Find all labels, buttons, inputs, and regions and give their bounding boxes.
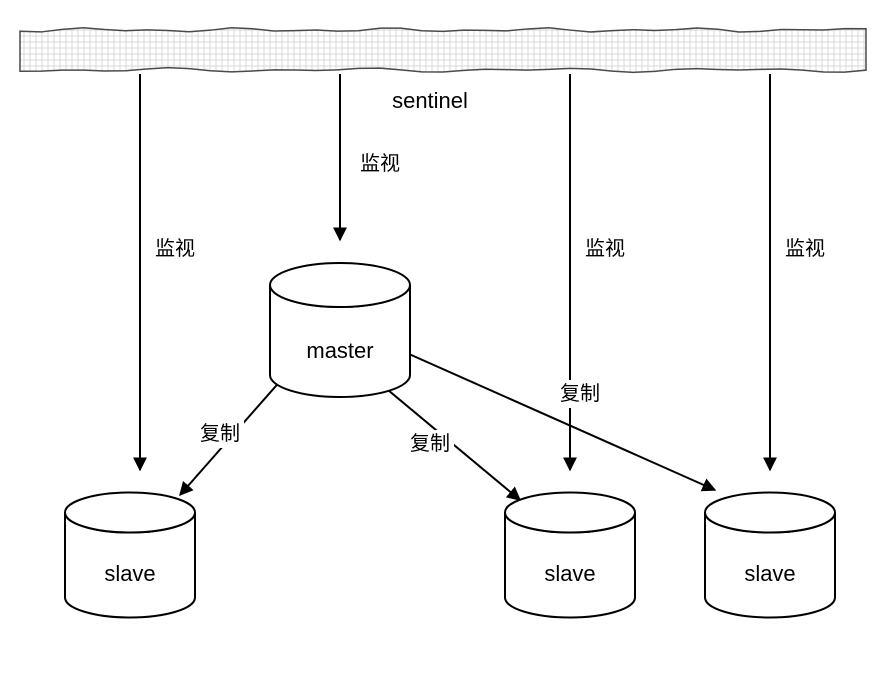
edge-master-slave1: 复制 bbox=[180, 370, 290, 495]
edge-label: 复制 bbox=[200, 422, 240, 445]
node-slave3: slave bbox=[705, 493, 835, 618]
node-label: master bbox=[306, 338, 373, 363]
node-label: slave bbox=[104, 561, 155, 586]
edge-label: 监视 bbox=[785, 237, 825, 260]
edge-sentinel-slave2: 监视 bbox=[570, 74, 629, 470]
node-label: slave bbox=[544, 561, 595, 586]
edge-sentinel-slave1: 监视 bbox=[140, 74, 199, 470]
edge-label: 监视 bbox=[585, 237, 625, 260]
node-master: master bbox=[270, 263, 410, 397]
node-slave2: slave bbox=[505, 493, 635, 618]
edge-label: 复制 bbox=[410, 432, 450, 455]
edge-sentinel-slave3: 监视 bbox=[770, 74, 829, 470]
sentinel-label: sentinel bbox=[392, 88, 468, 113]
edge-label: 监视 bbox=[360, 152, 400, 175]
node-label: slave bbox=[744, 561, 795, 586]
architecture-diagram: sentinel监视监视监视监视复制复制复制masterslaveslavesl… bbox=[0, 0, 886, 680]
sentinel-bar: sentinel bbox=[20, 28, 866, 113]
node-slave1: slave bbox=[65, 493, 195, 618]
edge-label: 监视 bbox=[155, 237, 195, 260]
edge-master-slave3: 复制 bbox=[400, 350, 715, 490]
edge-label: 复制 bbox=[560, 382, 600, 405]
